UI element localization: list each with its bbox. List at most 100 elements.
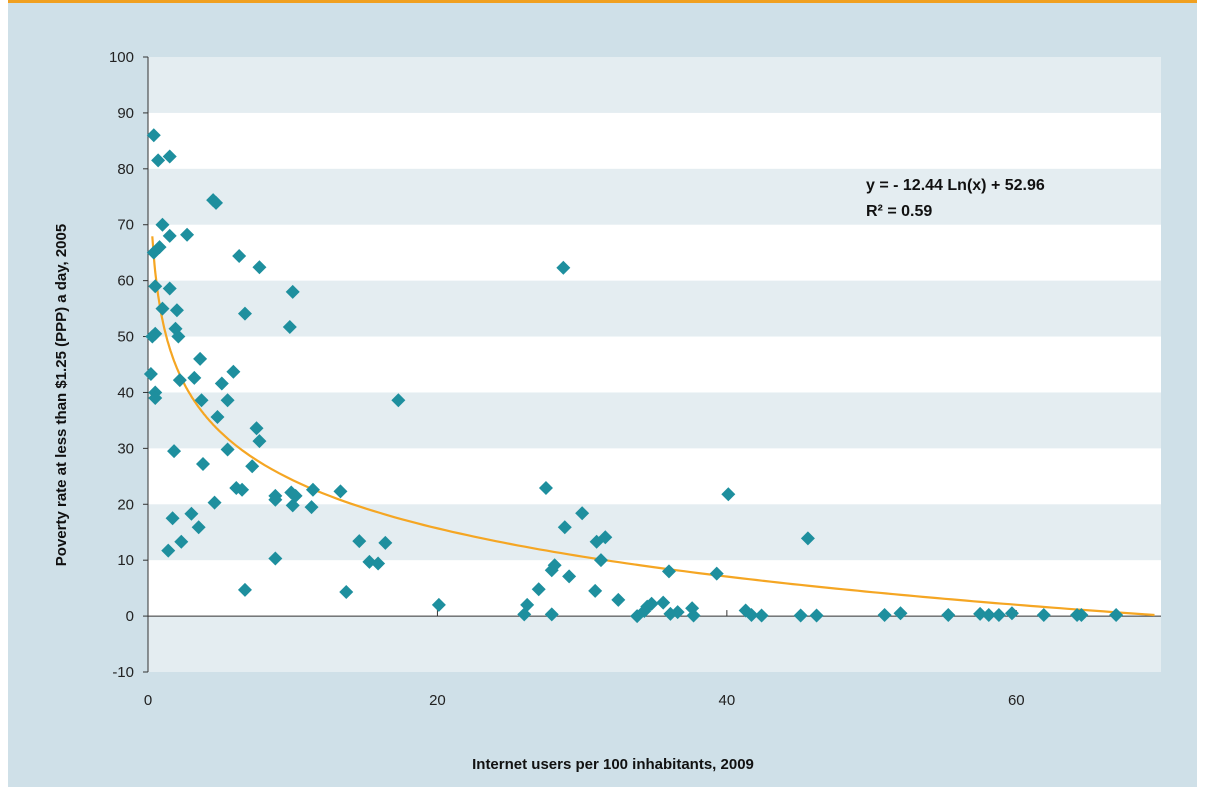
- data-point: [686, 608, 701, 623]
- data-point: [220, 442, 235, 457]
- data-point: [670, 605, 685, 620]
- data-point: [245, 459, 260, 474]
- data-point: [143, 367, 158, 382]
- data-point: [165, 511, 180, 526]
- x-tick-label: 60: [1008, 692, 1025, 709]
- data-point: [520, 597, 535, 612]
- data-point: [155, 217, 170, 232]
- grid-band: [148, 392, 1161, 449]
- trendline-equation: y = - 12.44 Ln(x) + 52.96: [866, 177, 1045, 194]
- data-point: [184, 506, 199, 521]
- data-point: [556, 260, 571, 275]
- grid-band: [148, 280, 1161, 337]
- grid-band: [148, 57, 1161, 113]
- y-tick-label: 20: [117, 496, 134, 513]
- data-point: [237, 582, 252, 597]
- data-point: [191, 520, 206, 535]
- data-point: [661, 564, 676, 579]
- data-point: [333, 484, 348, 499]
- data-point: [893, 606, 908, 621]
- data-point: [235, 482, 250, 497]
- data-point: [148, 279, 163, 294]
- data-point: [214, 376, 229, 391]
- y-axis-title: Poverty rate at less than $1.25 (PPP) a …: [53, 224, 70, 566]
- x-axis-title: Internet users per 100 inhabitants, 2009: [472, 756, 754, 773]
- y-tick-label: -10: [112, 664, 134, 681]
- data-point: [232, 249, 247, 264]
- data-point: [148, 326, 163, 341]
- data-point: [252, 260, 267, 275]
- data-point: [877, 607, 892, 622]
- data-point: [195, 457, 210, 472]
- data-point: [588, 583, 603, 598]
- x-tick-label: 20: [429, 692, 446, 709]
- data-point: [809, 608, 824, 623]
- data-point: [174, 534, 189, 549]
- data-point: [169, 303, 184, 318]
- y-tick-label: 50: [117, 329, 134, 346]
- data-point: [209, 195, 224, 210]
- data-point: [210, 410, 225, 425]
- data-point: [1074, 607, 1089, 622]
- x-tick-label: 40: [719, 692, 736, 709]
- data-point: [431, 597, 446, 612]
- y-tick-label: 40: [117, 384, 134, 401]
- y-tick-label: 70: [117, 217, 134, 234]
- data-point: [598, 530, 613, 545]
- data-point: [721, 487, 736, 502]
- y-tick-label: 100: [109, 49, 134, 66]
- data-point: [981, 607, 996, 622]
- data-point: [161, 543, 176, 558]
- grid-band: [148, 168, 1161, 225]
- data-point: [146, 128, 161, 143]
- data-point: [744, 607, 759, 622]
- data-point: [148, 391, 163, 406]
- grid-bands: [148, 57, 1161, 672]
- data-point: [991, 607, 1006, 622]
- data-point: [352, 534, 367, 549]
- data-point: [557, 520, 572, 535]
- y-tick-label: 90: [117, 105, 134, 122]
- x-tick-labels: 0 20 40 60: [144, 692, 1025, 709]
- data-point: [709, 566, 724, 581]
- data-point: [575, 506, 590, 521]
- data-point: [371, 556, 386, 571]
- data-point: [1004, 606, 1019, 621]
- data-point: [593, 553, 608, 568]
- data-point: [151, 153, 166, 168]
- data-point: [285, 284, 300, 299]
- y-tick-label: 10: [117, 552, 134, 569]
- data-point: [378, 535, 393, 550]
- data-point: [162, 281, 177, 296]
- data-point: [172, 373, 187, 388]
- data-point: [282, 320, 297, 335]
- data-points: [143, 128, 1124, 624]
- data-point: [362, 554, 377, 569]
- y-tick-labels: -10 0 10 20 30 40 50 60 70 80 90 100: [109, 49, 134, 681]
- plot-area: [148, 57, 1161, 672]
- data-point: [180, 227, 195, 242]
- y-tick-label: 30: [117, 440, 134, 457]
- data-point: [252, 434, 267, 449]
- r-squared-label: R² = 0.59: [866, 203, 932, 220]
- data-point: [226, 364, 241, 379]
- data-point: [162, 228, 177, 243]
- data-point: [268, 492, 283, 507]
- data-point: [305, 482, 320, 497]
- data-point: [391, 393, 406, 408]
- data-point: [152, 240, 167, 255]
- data-point: [249, 421, 264, 436]
- data-point: [167, 444, 182, 459]
- data-point: [187, 370, 202, 385]
- data-point: [194, 393, 209, 408]
- grid-band: [148, 616, 1161, 672]
- data-point: [339, 585, 354, 600]
- data-point: [754, 608, 769, 623]
- data-point: [171, 329, 186, 344]
- data-point: [656, 595, 671, 610]
- data-point: [531, 582, 546, 597]
- data-point: [1109, 607, 1124, 622]
- data-point: [304, 500, 319, 515]
- x-tick-label: 0: [144, 692, 152, 709]
